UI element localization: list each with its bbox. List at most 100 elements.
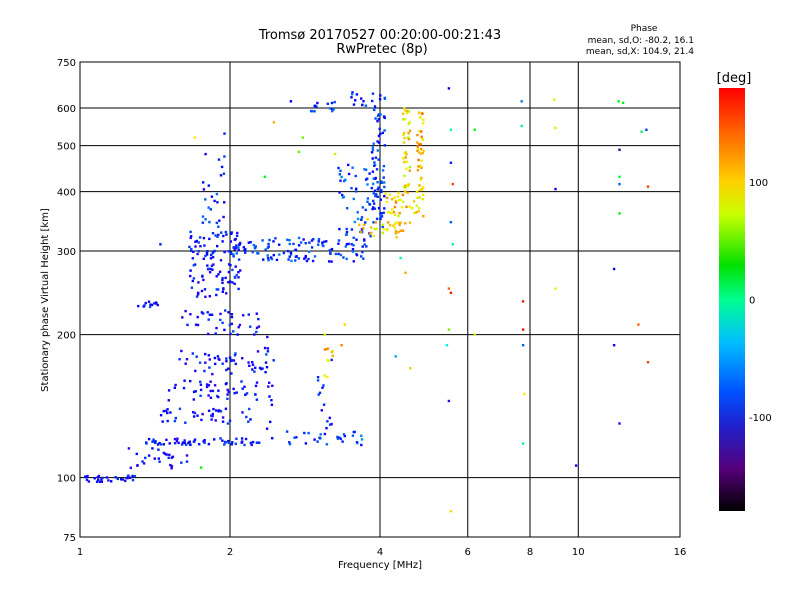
echo-point: [180, 461, 183, 464]
echo-point: [198, 236, 202, 239]
echo-point: [295, 436, 298, 439]
echo-point: [404, 222, 407, 225]
echo-point: [98, 480, 102, 483]
echo-point: [380, 212, 383, 215]
echo-point: [209, 396, 213, 399]
echo-point: [405, 167, 408, 170]
echo-point: [125, 476, 128, 480]
echo-point: [422, 122, 425, 125]
echo-point: [402, 141, 406, 144]
echo-point: [251, 361, 254, 364]
echo-point: [201, 412, 204, 416]
echo-point: [375, 193, 378, 196]
echo-point: [420, 176, 423, 180]
plot-frame: [79, 61, 681, 538]
echo-point: [263, 346, 267, 350]
echo-point: [304, 242, 307, 245]
echo-point: [87, 480, 91, 483]
echo-point: [199, 383, 203, 386]
echo-point: [326, 102, 329, 105]
echo-point: [325, 347, 329, 351]
echo-point: [330, 422, 333, 426]
echo-point: [370, 186, 373, 190]
echo-point: [397, 191, 400, 195]
echo-point: [195, 239, 198, 243]
echo-point: [221, 416, 225, 419]
echo-point: [214, 419, 217, 422]
echo-point: [282, 251, 286, 255]
echo-point: [253, 246, 257, 250]
echo-point: [245, 392, 249, 395]
x-axis-ticks: 1 2 4 6 8 10 16: [77, 547, 687, 558]
echo-point: [554, 126, 557, 130]
echo-point: [197, 281, 200, 284]
echo-point: [255, 381, 259, 384]
echo-point: [401, 200, 405, 203]
echo-point: [395, 221, 398, 224]
echo-point: [417, 151, 421, 154]
echo-point: [346, 207, 349, 210]
echo-point: [351, 91, 354, 94]
echo-point: [371, 157, 374, 160]
data-points: [84, 87, 650, 513]
echo-point: [379, 212, 382, 215]
echo-point: [302, 238, 305, 241]
echo-point: [403, 174, 406, 177]
echo-point: [343, 323, 346, 326]
echo-point: [325, 443, 329, 446]
echo-point: [344, 233, 348, 237]
echo-point: [162, 443, 165, 446]
echo-point: [408, 129, 412, 132]
echo-point: [147, 437, 151, 441]
echo-point: [268, 238, 271, 242]
echo-point: [351, 93, 354, 96]
echo-point: [194, 369, 197, 373]
echo-point: [388, 224, 392, 227]
echo-point: [257, 252, 260, 255]
echo-point: [297, 236, 301, 240]
echo-point: [170, 456, 173, 459]
echo-point: [152, 438, 155, 441]
echo-point: [147, 454, 151, 457]
echo-point: [398, 211, 402, 215]
echo-point: [372, 221, 375, 224]
echo-point: [331, 354, 334, 357]
echo-point: [219, 410, 223, 413]
echo-point: [194, 323, 198, 326]
echo-point: [343, 179, 346, 183]
echo-point: [381, 131, 384, 135]
echo-point: [261, 239, 264, 242]
colorbar-tick-label: 0: [749, 296, 755, 307]
echo-point: [233, 248, 236, 251]
echo-point: [293, 436, 296, 439]
echo-point: [352, 260, 355, 263]
echo-point: [409, 367, 412, 370]
echo-point: [237, 271, 240, 274]
echo-point: [374, 221, 377, 224]
echo-point: [247, 313, 250, 316]
echo-point: [415, 190, 419, 194]
echo-point: [379, 215, 383, 218]
echo-point: [289, 251, 293, 255]
echo-point: [288, 239, 291, 242]
echo-point: [365, 245, 368, 248]
echo-point: [251, 363, 255, 366]
echo-point: [313, 104, 316, 108]
echo-point: [237, 276, 240, 279]
echo-point: [238, 242, 241, 246]
echo-point: [371, 148, 375, 151]
echo-point: [449, 510, 453, 513]
echo-point: [257, 325, 261, 328]
echo-point: [317, 240, 320, 243]
echo-point: [366, 197, 370, 200]
echo-point: [421, 137, 424, 141]
echo-point: [375, 168, 379, 171]
echo-point: [236, 333, 239, 336]
echo-point: [245, 415, 248, 419]
echo-point: [418, 130, 421, 133]
echo-point: [244, 393, 247, 396]
echo-point: [382, 228, 386, 231]
echo-point: [294, 255, 298, 258]
echo-point: [311, 259, 315, 263]
echo-point: [418, 188, 422, 192]
